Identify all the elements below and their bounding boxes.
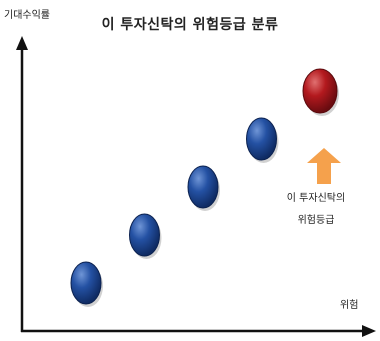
risk-ball bbox=[187, 165, 219, 209]
annotation-line-2: 위험등급 bbox=[297, 215, 335, 226]
diagram-title: 이 투자신탁의 위험등급 분류 bbox=[101, 17, 279, 33]
risk-ball-highlighted bbox=[302, 68, 338, 114]
annotation-line-1: 이 투자신탁의 bbox=[286, 193, 346, 204]
x-axis-label: 위험 bbox=[340, 300, 359, 311]
risk-level-markers bbox=[70, 68, 339, 307]
risk-ball bbox=[129, 213, 160, 257]
risk-ball bbox=[246, 117, 277, 161]
risk-ball bbox=[70, 261, 102, 305]
highlight-annotation: 이 투자신탁의 위험등급 bbox=[280, 188, 352, 232]
y-axis-arrowhead bbox=[16, 36, 28, 50]
highlight-arrow bbox=[307, 148, 341, 184]
y-axis-label: 기대수익률 bbox=[4, 10, 50, 21]
x-axis-arrowhead bbox=[362, 325, 376, 337]
